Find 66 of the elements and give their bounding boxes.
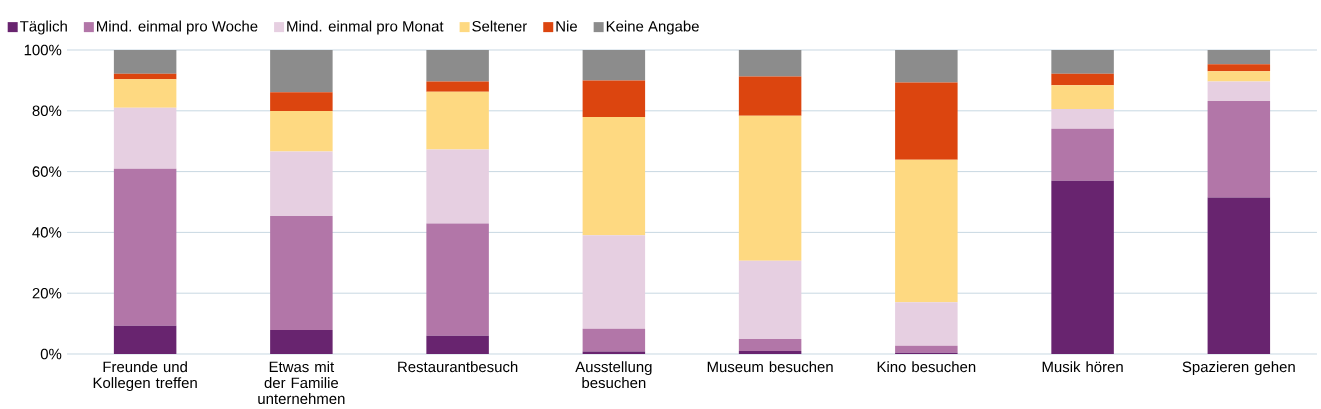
- bar: [270, 92, 333, 112]
- bar: [426, 223, 489, 336]
- legend-label: Seltener: [472, 20, 527, 32]
- bar: [738, 260, 802, 340]
- bar: [1051, 180, 1114, 354]
- bar: [113, 50, 177, 74]
- bar: [113, 73, 177, 80]
- bar: [738, 50, 802, 77]
- bar: [1051, 73, 1114, 86]
- y-tick-label: 0%: [40, 348, 62, 360]
- x-tick-label: Musik hören: [1042, 361, 1123, 373]
- bar: [1051, 50, 1114, 74]
- bar: [113, 79, 177, 108]
- bar: [1207, 50, 1271, 65]
- legend-label: Täglich: [20, 20, 67, 35]
- x-tick-label: Restaurantbesuch: [398, 361, 518, 373]
- bar: [738, 339, 802, 351]
- y-tick-label: 80%: [32, 105, 62, 117]
- bar: [1051, 108, 1114, 129]
- bar: [582, 116, 646, 236]
- bar: [426, 91, 489, 150]
- bar: [895, 82, 958, 160]
- x-tick-label: Museum besuchen: [707, 361, 833, 373]
- bar: [113, 107, 177, 169]
- legend-label: Keine Angabe: [606, 20, 699, 35]
- bar: [270, 50, 333, 93]
- bar: [270, 215, 333, 330]
- legend-label: Mind. einmal pro Woche: [97, 20, 258, 35]
- x-tick-label: Ausstellung besuchen: [575, 361, 652, 389]
- bar: [1207, 71, 1271, 82]
- x-tick-label: Etwas mit der Familie unternehmen: [258, 361, 345, 405]
- legend-label: Mind. einmal pro Monat: [287, 20, 444, 35]
- bar: [582, 80, 646, 117]
- y-tick-label: 40%: [32, 227, 62, 238]
- bar: [582, 328, 646, 352]
- y-tick-label: 20%: [32, 287, 62, 299]
- bar: [1207, 64, 1271, 72]
- bar: [1207, 101, 1271, 198]
- bar: [738, 76, 802, 116]
- bar: [426, 149, 489, 224]
- x-tick-label: Freunde und Kollegen treffen: [93, 361, 197, 392]
- x-tick-label: Kino besuchen: [877, 361, 976, 373]
- bar: [895, 345, 958, 353]
- bar: [1051, 85, 1114, 109]
- bar: [426, 50, 489, 82]
- bar: [738, 115, 802, 261]
- bar: [1207, 197, 1271, 354]
- bar: [426, 81, 489, 92]
- x-tick-label: Spazieren gehen: [1182, 361, 1295, 376]
- bar: [270, 329, 333, 354]
- y-tick-label: 100%: [24, 44, 62, 56]
- bar: [895, 159, 958, 303]
- bar: [738, 350, 802, 354]
- bar: [895, 50, 958, 83]
- legend-label: Nie: [556, 20, 577, 32]
- bar: [895, 302, 958, 346]
- bar: [270, 111, 333, 152]
- bar: [270, 151, 333, 216]
- bar: [582, 50, 646, 81]
- bar: [1207, 81, 1271, 102]
- bar: [113, 325, 177, 354]
- bar: [1051, 128, 1114, 181]
- y-tick-label: 60%: [32, 166, 62, 177]
- bar: [582, 235, 646, 329]
- bar: [426, 335, 489, 354]
- bar: [113, 168, 177, 326]
